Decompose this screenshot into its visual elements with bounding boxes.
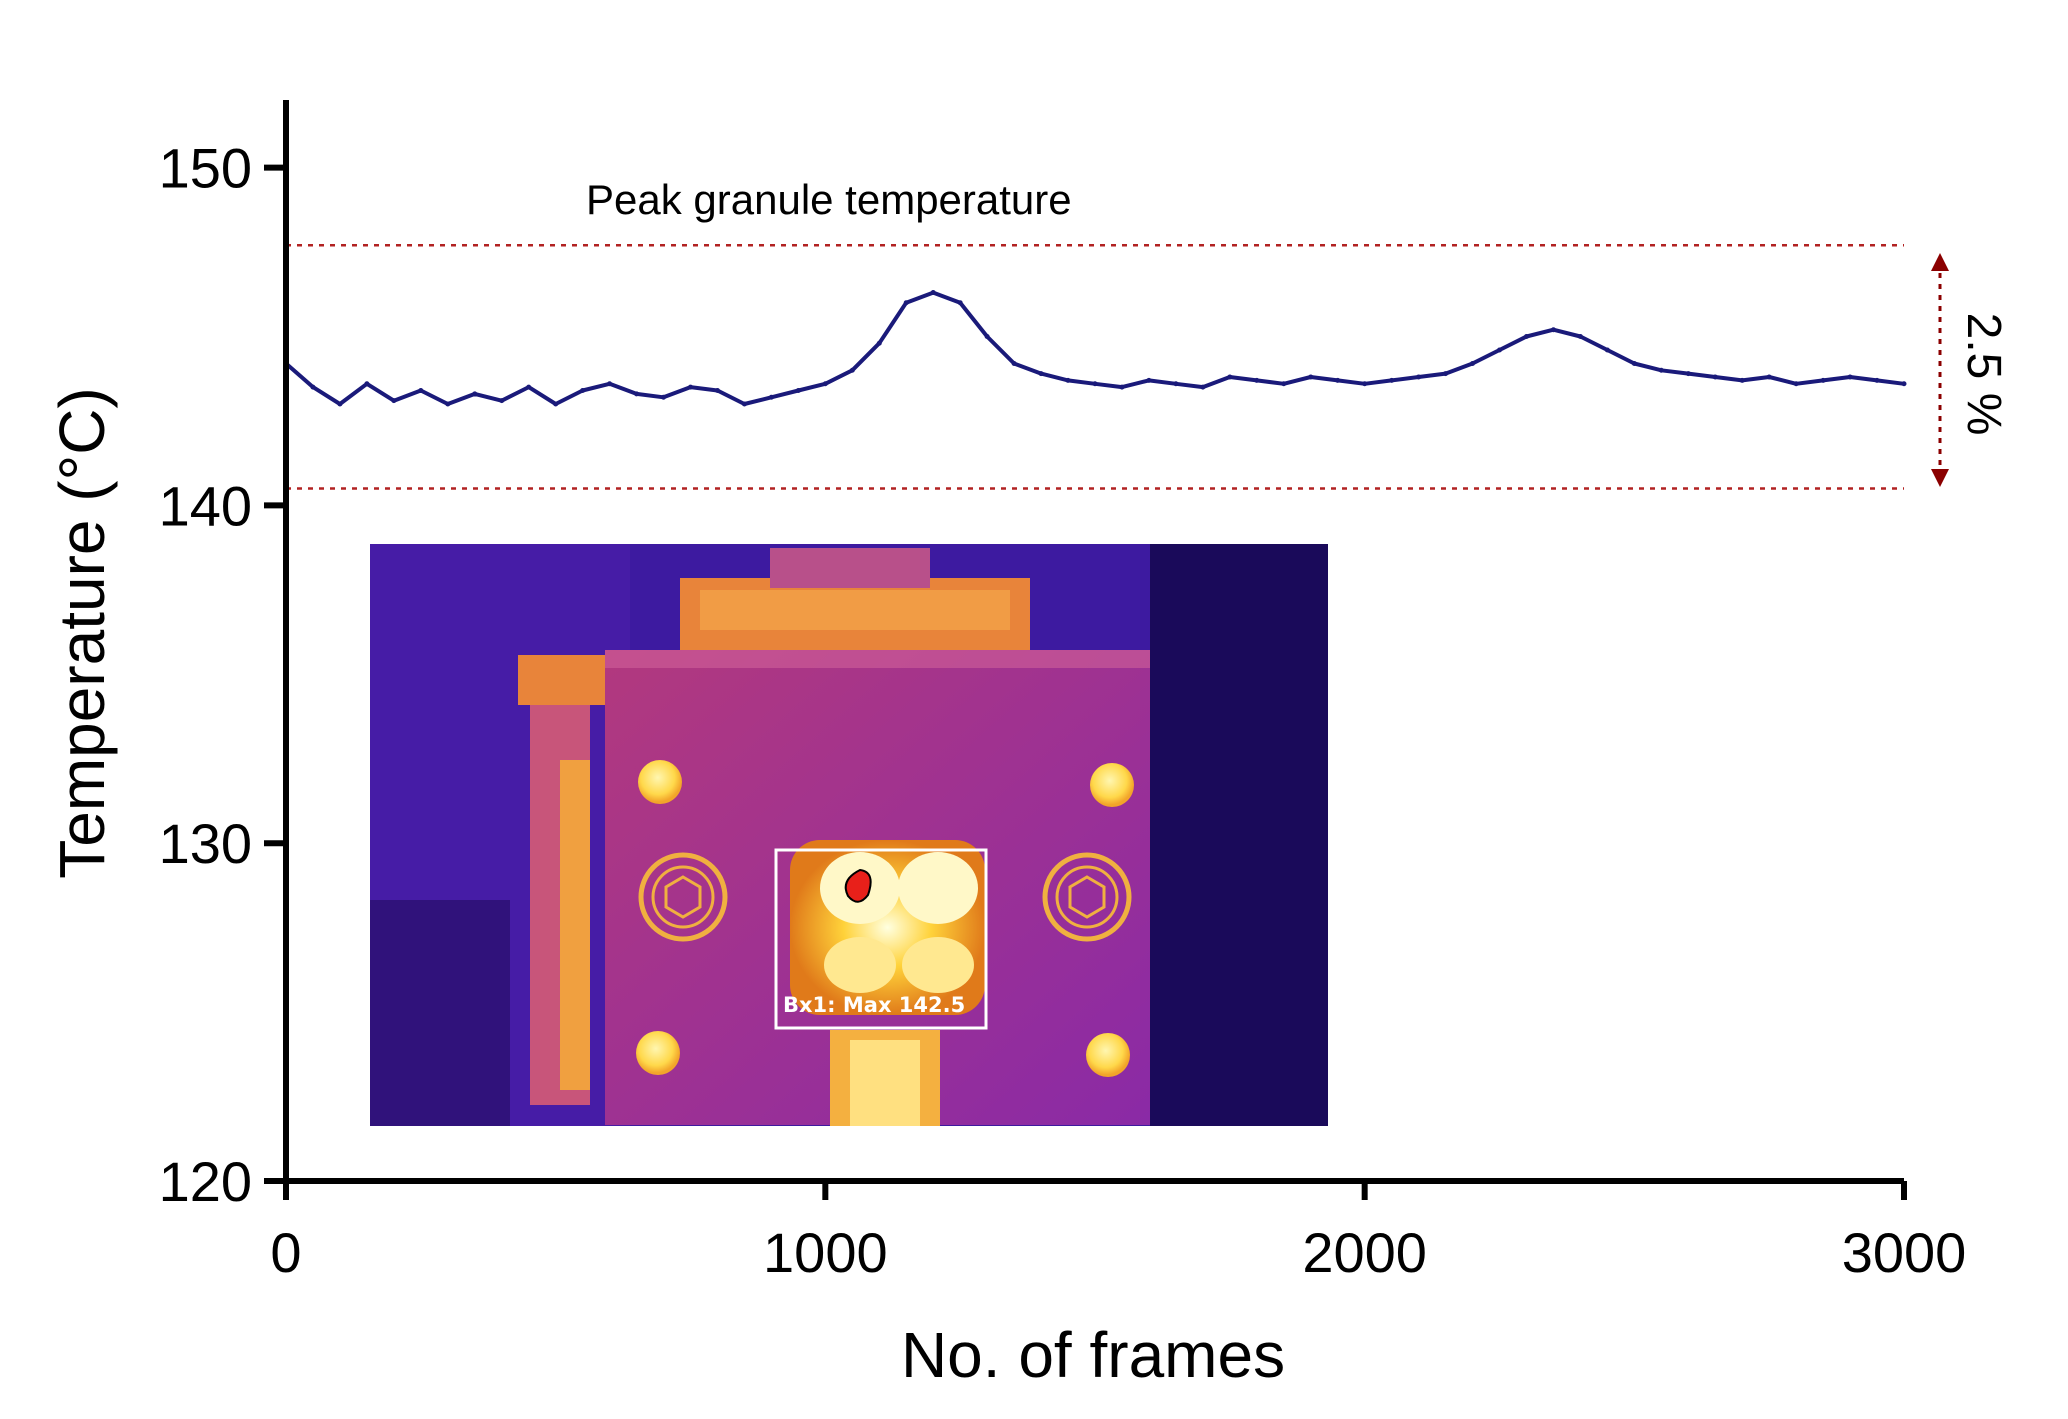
y-axis-title: Temperature (°C): [46, 387, 118, 879]
data-point: [1550, 327, 1556, 333]
data-point: [310, 384, 316, 390]
data-point: [1739, 377, 1745, 383]
peak-annotation: Peak granule temperature: [586, 176, 1072, 223]
data-point: [1793, 381, 1799, 387]
data-point: [984, 333, 990, 339]
data-point: [1604, 347, 1610, 353]
data-point: [1901, 381, 1907, 387]
data-point: [445, 401, 451, 407]
data-point: [364, 381, 370, 387]
data-point: [1254, 377, 1260, 383]
y-tick-label: 130: [159, 812, 252, 875]
data-point: [1281, 381, 1287, 387]
data-point: [688, 384, 693, 390]
range-percent-label: 2.5 %: [1957, 313, 2010, 436]
x-tick-label: 0: [270, 1221, 301, 1284]
data-point: [1820, 377, 1826, 383]
y-tick-label: 120: [159, 1150, 252, 1213]
data-point: [1146, 377, 1152, 383]
data-point: [930, 290, 936, 296]
data-point: [1470, 360, 1476, 366]
data-point: [391, 398, 397, 404]
data-point: [1766, 374, 1772, 380]
data-point: [1631, 360, 1637, 366]
data-point: [1389, 377, 1395, 383]
data-point: [1443, 371, 1449, 377]
data-point: [661, 394, 667, 400]
thermal-image: Bx1: Max 142.5: [370, 544, 1328, 1126]
data-point: [1038, 371, 1044, 377]
data-point: [795, 388, 801, 394]
data-layer: [283, 244, 1907, 490]
data-point: [553, 401, 559, 407]
x-axis-title: No. of frames: [901, 1319, 1285, 1391]
data-point: [1011, 360, 1017, 366]
x-tick-label: 1000: [763, 1221, 888, 1284]
data-point: [957, 300, 963, 306]
data-point: [1335, 377, 1341, 383]
data-point: [1227, 374, 1233, 380]
data-point: [903, 300, 909, 306]
data-point: [1416, 374, 1422, 380]
data-point: [1065, 377, 1071, 383]
x-tick-label: 3000: [1842, 1221, 1967, 1284]
data-point: [1362, 381, 1368, 387]
data-point: [1874, 377, 1880, 383]
tick-layer: 0 1000 2000 3000 120 130 140 150: [159, 137, 1967, 1284]
data-point: [714, 388, 720, 394]
data-point: [768, 394, 774, 400]
y-tick-label: 150: [159, 137, 252, 200]
data-point: [607, 381, 613, 387]
data-point: [1712, 374, 1718, 380]
data-point: [1577, 333, 1583, 339]
data-point: [1119, 384, 1125, 390]
data-point: [526, 384, 532, 390]
data-point: [849, 367, 855, 373]
data-point: [822, 381, 828, 387]
data-point: [1173, 381, 1179, 387]
data-point: [1200, 384, 1206, 390]
data-point: [1847, 374, 1853, 380]
data-point: [472, 391, 478, 397]
x-tick-label: 2000: [1302, 1221, 1427, 1284]
data-point: [1685, 371, 1691, 377]
data-point: [337, 401, 343, 407]
data-point: [1092, 381, 1098, 387]
data-point: [499, 398, 505, 404]
data-point: [418, 388, 424, 394]
data-point: [1523, 333, 1529, 339]
data-point: [876, 340, 882, 346]
data-point: [1308, 374, 1314, 380]
data-point: [580, 388, 586, 394]
data-point: [1497, 347, 1502, 353]
thermal-box-label: Bx1: Max 142.5: [783, 993, 965, 1017]
data-point: [741, 401, 747, 407]
data-point: [634, 391, 640, 397]
data-point: [1658, 367, 1664, 373]
y-tick-label: 140: [159, 474, 252, 537]
